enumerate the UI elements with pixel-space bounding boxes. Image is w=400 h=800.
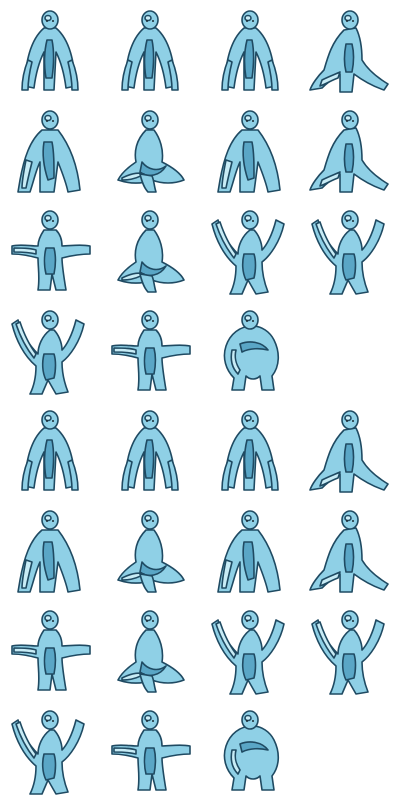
sprite-frame-stand — [221, 10, 279, 91]
sprite-frame-crouch — [309, 510, 389, 593]
sprite-frame-lean — [17, 510, 81, 593]
sprite-frame-sit — [117, 610, 185, 693]
sprite-frame-lean — [217, 110, 281, 193]
sprite-frame-wave — [311, 610, 385, 695]
sprite-frame-lean — [17, 110, 81, 193]
sprite-frame-lean — [217, 510, 281, 593]
sprite-frame-arms-out — [11, 210, 91, 291]
sprite-frame-stand — [121, 410, 179, 491]
sprite-frame-stand — [221, 410, 279, 491]
sprite-frame-stand — [21, 410, 79, 491]
sprite-frame-wave — [11, 710, 85, 795]
sprite-frame-arms-out — [111, 710, 191, 791]
sprite-frame-curl — [223, 710, 280, 791]
sprite-frame-wave — [211, 610, 285, 695]
sprite-frame-curl — [223, 310, 280, 391]
sprite-frame-sit — [117, 510, 185, 593]
sprite-frame-sit — [117, 210, 185, 293]
sprite-frame-crouch — [309, 110, 389, 193]
sprite-frame-wave — [211, 210, 285, 295]
sprite-frame-wave — [311, 210, 385, 295]
sprite-frame-arms-out — [111, 310, 191, 391]
sprite-frame-crouch — [309, 410, 389, 493]
sprite-frame-sit — [117, 110, 185, 193]
sprite-frame-stand — [121, 10, 179, 91]
sprite-frame-wave — [11, 310, 85, 395]
sprite-frame-arms-out — [11, 610, 91, 691]
sprite-frame-crouch — [309, 10, 389, 93]
sprite-frame-stand — [21, 10, 79, 91]
